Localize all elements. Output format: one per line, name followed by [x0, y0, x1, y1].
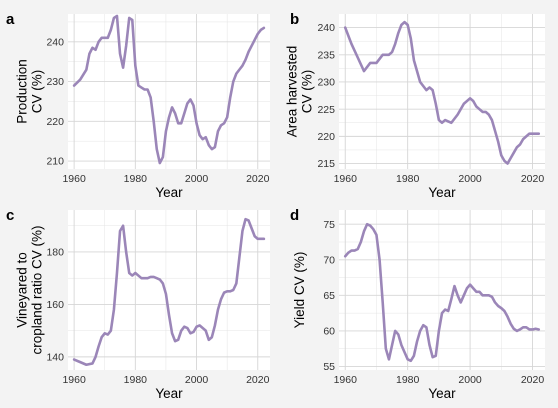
y-axis-title-line: cropland ratio CV (%) — [30, 225, 45, 354]
y-axis-title-line: CV (%) — [30, 70, 45, 114]
series-line-b — [343, 20, 541, 165]
x-tick-label: 2020 — [246, 173, 270, 185]
panel-c: 1960 1980 2000 2020 140 160 180 c Year Vineyared … — [6, 207, 270, 401]
y-tick-label: 240 — [317, 22, 335, 34]
y-axis-title-line: CV (%) — [300, 70, 315, 114]
y-tick-label: 230 — [46, 76, 64, 88]
y-axis-title: ProductionCV (%) — [15, 59, 45, 124]
x-tick-label: 2020 — [521, 173, 545, 185]
y-axis-title-line: Yield CV (%) — [292, 252, 307, 329]
x-tick-label: 1980 — [124, 173, 148, 185]
series-line-a — [72, 14, 266, 165]
plot-area — [339, 210, 545, 370]
y-tick-label: 160 — [46, 299, 64, 311]
panel-b: 1960 1980 2000 2020 215 220 225 230 235 240 b Year A… — [285, 11, 545, 200]
x-axis-title: Year — [155, 185, 183, 200]
y-tick-label: 65 — [323, 290, 335, 302]
x-axis-title: Year — [428, 185, 456, 200]
y-tick-label: 240 — [46, 36, 64, 48]
y-tick-label: 75 — [323, 219, 335, 231]
series-line-c — [72, 217, 266, 367]
panel-letter: d — [290, 207, 299, 224]
y-axis-title: Area harvestedCV (%) — [285, 46, 315, 138]
panel-letter: b — [290, 11, 299, 28]
x-tick-label: 1980 — [396, 173, 420, 185]
y-axis-title-line: Vineyared to — [15, 252, 30, 328]
y-tick-label: 235 — [317, 49, 335, 61]
y-tick-label: 140 — [46, 351, 64, 363]
panel-letter: c — [6, 207, 14, 224]
plot-area — [68, 14, 270, 169]
series-line-d — [343, 222, 541, 363]
plot-area — [339, 14, 545, 169]
x-tick-label: 1960 — [334, 374, 358, 386]
y-tick-label: 220 — [46, 116, 64, 128]
y-tick-label: 70 — [323, 254, 335, 266]
x-axis-title: Year — [155, 386, 183, 401]
x-tick-label: 2000 — [458, 173, 482, 185]
x-tick-label: 2000 — [185, 374, 209, 386]
x-tick-label: 2000 — [458, 374, 482, 386]
y-tick-label: 220 — [317, 131, 335, 143]
panel-a: 1960 1980 2000 2020 210 220 230 240 a Year Product… — [6, 11, 270, 200]
y-tick-label: 55 — [323, 361, 335, 373]
x-tick-label: 1980 — [396, 374, 420, 386]
y-tick-label: 210 — [46, 156, 64, 168]
plot-area — [68, 210, 270, 370]
y-axis-title: Yield CV (%) — [292, 252, 307, 329]
panel-letter: a — [6, 11, 15, 28]
y-tick-label: 215 — [317, 158, 335, 170]
y-axis-title-line: Area harvested — [285, 46, 300, 138]
x-tick-label: 1960 — [62, 173, 86, 185]
x-tick-label: 2000 — [185, 173, 209, 185]
y-axis-title: Vineyared tocropland ratio CV (%) — [15, 225, 45, 354]
x-tick-label: 2020 — [521, 374, 545, 386]
x-axis-title: Year — [428, 386, 456, 401]
panel-d: 1960 1980 2000 2020 55 60 65 70 75 d Year Yield CV … — [290, 207, 545, 401]
y-tick-label: 180 — [46, 247, 64, 259]
y-axis-title-line: Production — [15, 59, 30, 124]
y-tick-label: 60 — [323, 325, 335, 337]
y-tick-label: 225 — [317, 104, 335, 116]
y-tick-label: 230 — [317, 77, 335, 89]
x-tick-label: 2020 — [246, 374, 270, 386]
x-tick-label: 1960 — [62, 374, 86, 386]
x-tick-label: 1980 — [124, 374, 148, 386]
x-tick-label: 1960 — [334, 173, 358, 185]
